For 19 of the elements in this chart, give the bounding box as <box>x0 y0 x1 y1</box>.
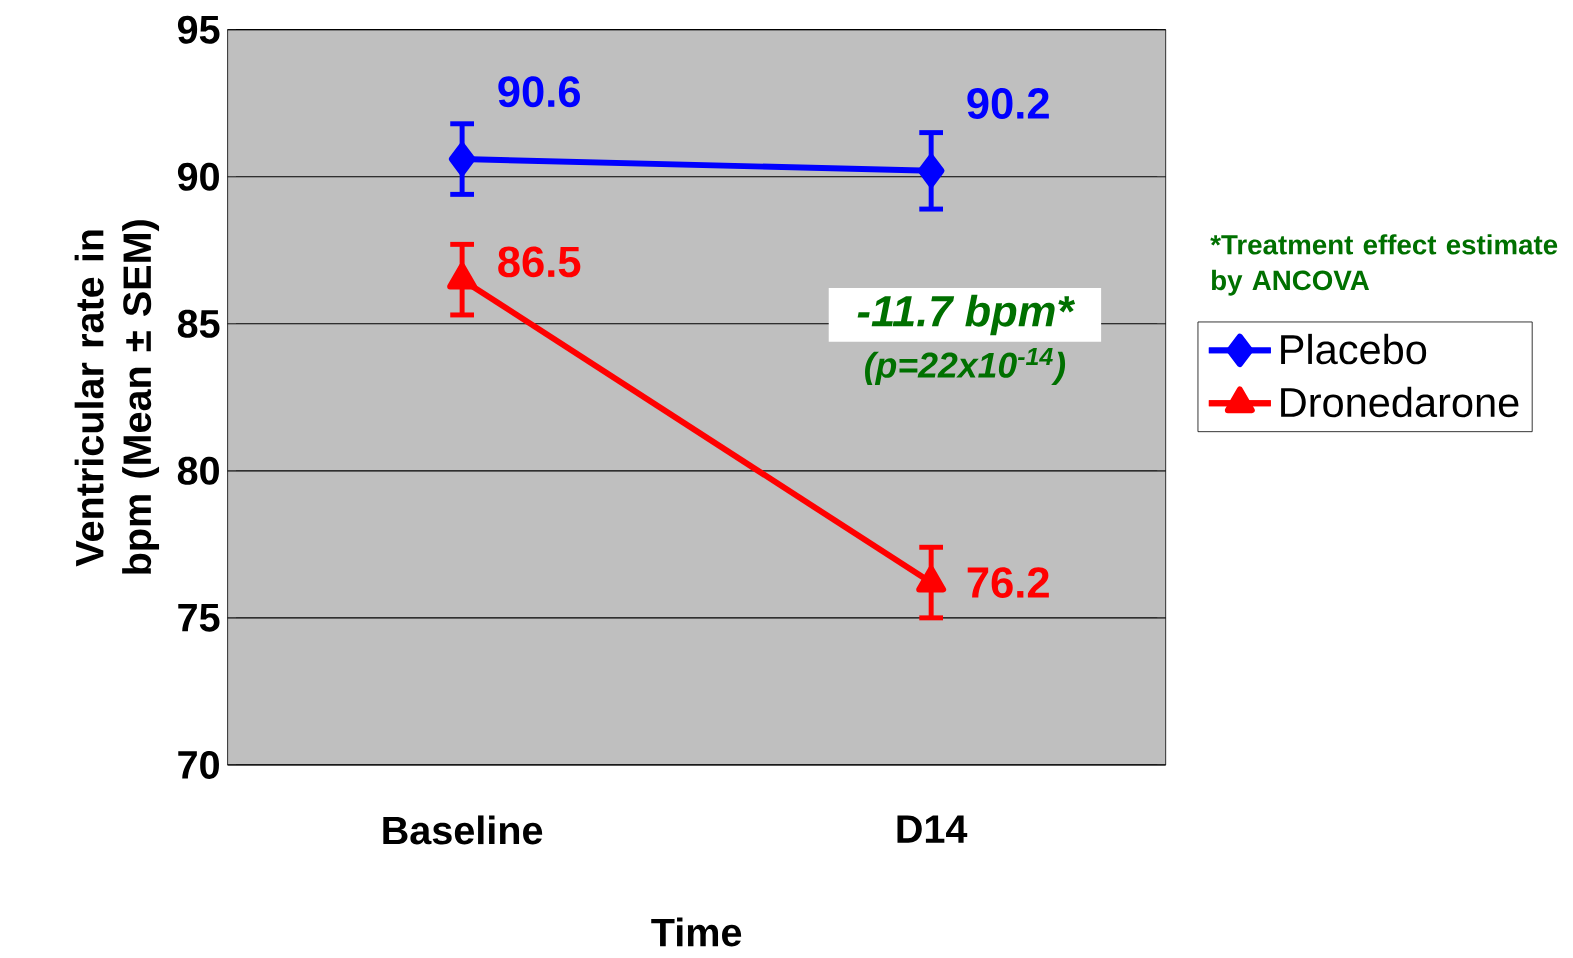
annotation: -11.7 bpm* <box>857 294 1076 336</box>
legend-label: Dronedarone <box>1281 386 1519 418</box>
y-tick-label: 75 <box>178 604 220 632</box>
y-tick-label: 70 <box>178 750 219 779</box>
data-label: 90.2 <box>967 88 1049 120</box>
text: *Treatment effect estimate by ANCOVA <box>1210 234 1558 296</box>
x-tick-label: Baseline <box>383 815 543 845</box>
y-tick-label: 90 <box>177 162 219 191</box>
annotation: (p=22x10$^{-14}$) <box>865 348 1066 385</box>
legend-label: Placebo <box>1281 333 1427 365</box>
y-axis-title: Ventricular rate in bpm (Mean ± SEM) <box>74 220 160 574</box>
x-axis-title: Time <box>651 917 742 947</box>
y-tick-label: 80 <box>177 456 219 485</box>
data-label: 76.2 <box>967 567 1049 599</box>
y-tick-label: 85 <box>177 309 220 338</box>
data-label: 86.5 <box>498 246 581 278</box>
y-tick-label: 95 <box>177 15 220 44</box>
x-tick-label: D14 <box>897 815 968 843</box>
data-label: 90.6 <box>498 76 580 108</box>
